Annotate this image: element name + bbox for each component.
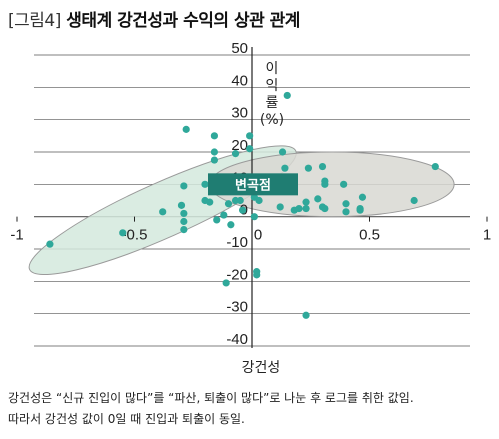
data-point bbox=[304, 164, 312, 172]
data-point bbox=[46, 240, 54, 248]
data-point bbox=[177, 201, 186, 209]
data-point bbox=[231, 150, 240, 158]
data-point bbox=[295, 204, 303, 213]
y-tick-label: -10 bbox=[226, 234, 248, 251]
data-point bbox=[342, 200, 350, 208]
footnote-line-2: 따라서 강건성 값이 0일 때 진입과 퇴출이 동일. bbox=[8, 412, 245, 426]
y-axis-label-part: (%) bbox=[260, 112, 284, 128]
data-point bbox=[431, 162, 439, 171]
y-axis-label-part: 률 bbox=[266, 95, 279, 111]
y-axis-label-part: 이 bbox=[266, 61, 279, 77]
data-point bbox=[255, 196, 263, 205]
data-point bbox=[356, 204, 364, 213]
data-point bbox=[278, 148, 287, 156]
data-point bbox=[222, 279, 230, 287]
x-axis-label: 강건성 bbox=[242, 360, 281, 376]
y-axis-label: 이익률(%) bbox=[260, 61, 284, 128]
data-point bbox=[410, 196, 418, 205]
data-point bbox=[210, 148, 218, 156]
x-tick-label: 1 bbox=[483, 227, 491, 244]
data-point bbox=[210, 132, 218, 140]
data-point bbox=[253, 271, 261, 279]
inflection-callout: 변곡점 bbox=[208, 173, 298, 196]
data-point bbox=[206, 198, 214, 206]
figure-title-text: 생태계 강건성과 수익의 상관 관계 bbox=[66, 11, 300, 31]
data-point bbox=[159, 208, 167, 216]
y-tick-label: -40 bbox=[226, 331, 248, 348]
data-point bbox=[236, 196, 244, 205]
data-point bbox=[302, 198, 310, 206]
data-point bbox=[213, 216, 221, 224]
data-point bbox=[220, 211, 228, 219]
data-point bbox=[340, 180, 348, 188]
x-tick-label: -0.5 bbox=[122, 227, 148, 244]
footnote: 강건성은 “신규 진입이 많다”를 “파산, 퇴출이 많다”로 나눈 후 로그를… bbox=[8, 388, 414, 430]
data-point bbox=[321, 204, 329, 213]
y-tick-label: 30 bbox=[231, 105, 248, 122]
data-point bbox=[302, 311, 310, 319]
data-point bbox=[227, 221, 235, 229]
callout-label: 변곡점 bbox=[235, 178, 271, 193]
data-point bbox=[302, 204, 310, 213]
scatter-chart: 50403020100-10-20-30-40-1-0.500.51 변곡점 이… bbox=[10, 40, 491, 376]
data-point bbox=[180, 182, 188, 190]
data-point bbox=[210, 156, 218, 164]
data-point bbox=[180, 217, 188, 226]
y-tick-label: 50 bbox=[231, 40, 248, 57]
data-point bbox=[281, 164, 289, 172]
data-point bbox=[342, 208, 350, 216]
data-point bbox=[276, 203, 284, 211]
y-tick-label: 40 bbox=[231, 72, 248, 89]
data-point bbox=[180, 209, 188, 218]
y-axis-label-part: 익 bbox=[266, 78, 279, 94]
data-point bbox=[283, 91, 291, 100]
callout-box bbox=[208, 173, 298, 196]
data-point bbox=[246, 145, 254, 153]
y-tick-label: -30 bbox=[226, 299, 248, 316]
footnote-line-1: 강건성은 “신규 진입이 많다”를 “파산, 퇴출이 많다”로 나눈 후 로그를… bbox=[8, 391, 414, 405]
data-point bbox=[318, 162, 327, 171]
figure-tag: [그림4] bbox=[8, 11, 61, 31]
x-tick-label: 0 bbox=[254, 227, 262, 244]
x-tick-label: 0.5 bbox=[359, 227, 380, 244]
figure-title: [그림4] 생태계 강건성과 수익의 상관 관계 bbox=[8, 6, 300, 31]
data-point bbox=[314, 195, 322, 203]
data-point bbox=[246, 132, 254, 140]
data-point bbox=[250, 213, 258, 221]
y-tick-label: -20 bbox=[226, 266, 248, 283]
data-point bbox=[201, 180, 209, 188]
data-point bbox=[239, 206, 247, 214]
data-point bbox=[119, 229, 127, 237]
y-tick-label: 20 bbox=[231, 137, 248, 154]
data-point bbox=[321, 177, 329, 185]
data-point bbox=[180, 226, 188, 234]
data-point bbox=[358, 193, 367, 201]
data-point bbox=[182, 125, 190, 133]
x-tick-label: -1 bbox=[10, 227, 23, 244]
data-point bbox=[224, 200, 233, 208]
